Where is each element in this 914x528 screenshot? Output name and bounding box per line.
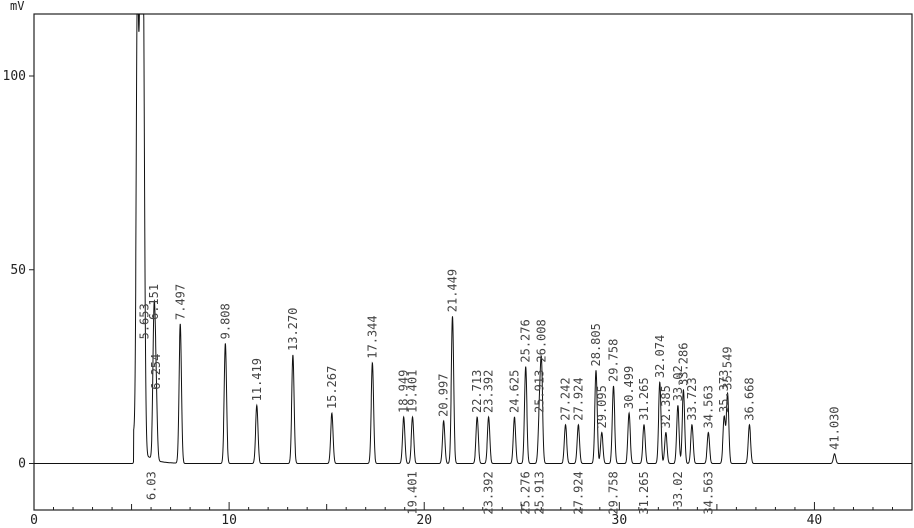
peak-label: 27.242 [559,377,573,420]
peak-label-below: 29.758 [606,471,620,514]
x-tick-label: 10 [221,513,237,528]
x-tick-label: 20 [416,513,432,528]
peak-label: 33.723 [685,377,699,420]
peak-label: 20.997 [437,374,451,417]
peak-label-below: 6.03 [145,471,159,500]
peak-label: 29.758 [606,339,620,382]
peak-label: 29.095 [595,385,609,428]
x-tick-label: 30 [612,513,628,528]
peak-label: 41.030 [828,406,842,449]
peak-label: 23.392 [482,370,496,413]
peak-label-below: 34.563 [701,471,715,514]
peak-label: 9.808 [218,303,232,339]
peak-label: 24.625 [507,370,521,413]
peak-label-below: 23.392 [482,471,496,514]
peak-label: 33.02 [671,365,685,401]
peak-label: 6.151 [147,284,161,320]
peak-label: 21.449 [445,269,459,312]
peak-label: 6.254 [149,354,163,390]
peak-label: 33.286 [676,343,690,386]
peak-label: 32.385 [659,385,673,428]
y-tick-label: 0 [18,457,26,472]
peak-label: 17.344 [365,315,379,358]
peak-label: 36.668 [742,377,756,420]
peak-label-below: 31.265 [637,471,651,514]
y-axis-unit-label: mV [10,0,25,13]
peak-label: 35.373 [717,370,731,413]
peak-label: 22.713 [470,370,484,413]
peak-label: 26.008 [534,319,548,362]
peak-label: 34.563 [701,385,715,428]
peak-label: 19.401 [406,370,420,413]
y-tick-label: 100 [3,69,26,84]
peak-label: 13.270 [286,308,300,351]
chromatogram-trace [34,13,912,464]
peak-label-below: 33.02 [671,471,685,507]
peak-label: 35.549 [721,346,735,389]
peak-label-below: 25.913 [532,471,546,514]
peak-label: 31.265 [637,377,651,420]
peak-label: 18.949 [397,370,411,413]
peak-label-below: 25.276 [519,471,533,514]
peak-label: 7.497 [173,284,187,320]
peak-label: 5.653 [137,303,151,339]
y-tick-label: 50 [10,263,26,278]
peak-label: 28.805 [589,323,603,366]
peak-label: 25.276 [519,319,533,362]
peak-label: 30.499 [622,366,636,409]
peak-label: 27.924 [571,377,585,420]
peak-label: 32.074 [653,335,667,378]
peak-label: 15.267 [325,366,339,409]
x-tick-label: 0 [30,513,38,528]
x-tick-label: 40 [807,513,823,528]
plot-frame [33,13,913,511]
peak-label-below: 27.924 [571,471,585,514]
peak-label: 11.419 [250,358,264,401]
peak-label-below: 19.401 [406,471,420,514]
peak-label: 25.913 [532,370,546,413]
